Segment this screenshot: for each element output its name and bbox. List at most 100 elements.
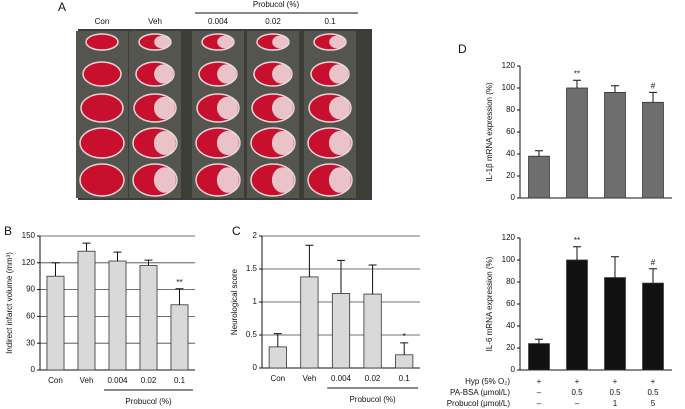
x-tick-label: Con bbox=[270, 374, 285, 383]
infarct bbox=[328, 96, 350, 120]
condition-cell: – bbox=[537, 399, 542, 408]
y-tick-label: 150 bbox=[22, 231, 36, 240]
infarct bbox=[153, 131, 176, 155]
annotation: ** bbox=[176, 278, 182, 287]
infarct bbox=[217, 35, 234, 49]
x-tick-label: 0.004 bbox=[107, 376, 128, 385]
y-tick-label: 0 bbox=[511, 365, 516, 374]
y-tick-label: 40 bbox=[506, 321, 515, 330]
y-tick-label: 120 bbox=[502, 233, 516, 242]
bar bbox=[363, 293, 382, 369]
condition-label: PA-BSA (μmol/L) bbox=[450, 388, 510, 397]
infarct bbox=[216, 167, 239, 193]
y-axis-label: Indirect infarct volume (mm³) bbox=[5, 252, 14, 354]
error-bar bbox=[535, 338, 543, 344]
y-axis-label: IL-1β mRNA expression (%) bbox=[485, 82, 494, 182]
annotation: ** bbox=[574, 236, 580, 245]
panel-label: D bbox=[458, 42, 467, 56]
error-bar bbox=[611, 85, 619, 93]
y-tick-label: 80 bbox=[506, 105, 515, 114]
error-bar bbox=[82, 242, 91, 252]
infarct bbox=[329, 64, 349, 84]
x-tick-label: 0.02 bbox=[141, 376, 157, 385]
infarct bbox=[217, 64, 237, 84]
condition-cell: 0.5 bbox=[571, 388, 583, 397]
y-tick-label: 20 bbox=[506, 171, 515, 180]
condition-cell: 1 bbox=[613, 399, 618, 408]
brain-slice bbox=[79, 163, 125, 197]
y-tick-label: 20 bbox=[506, 343, 515, 352]
annotation: # bbox=[651, 258, 656, 267]
infarct bbox=[271, 96, 293, 120]
group-name: 0.004 bbox=[208, 17, 229, 26]
error-bar bbox=[273, 333, 282, 347]
x-tick-label: Veh bbox=[303, 374, 317, 383]
infarct bbox=[328, 167, 351, 193]
y-tick-label: 60 bbox=[506, 127, 515, 136]
infarct bbox=[154, 35, 171, 49]
y-tick-label: 0 bbox=[253, 363, 258, 372]
infarct bbox=[272, 64, 292, 84]
error-bar bbox=[611, 256, 619, 278]
condition-cell: – bbox=[575, 399, 580, 408]
x-tick-label: Con bbox=[48, 376, 63, 385]
error-bar bbox=[305, 244, 314, 277]
condition-cell: + bbox=[613, 377, 618, 386]
infarct bbox=[271, 131, 294, 155]
y-tick-label: 100 bbox=[502, 83, 516, 92]
error-bar bbox=[175, 288, 184, 305]
error-bar bbox=[573, 246, 581, 260]
bar bbox=[46, 275, 65, 371]
infarct bbox=[272, 35, 289, 49]
bar bbox=[77, 250, 96, 371]
y-tick-label: 100 bbox=[502, 255, 516, 264]
condition-cell: 5 bbox=[651, 399, 656, 408]
infarct bbox=[153, 96, 175, 120]
annotation: * bbox=[403, 332, 406, 341]
x-tick-label: 0.02 bbox=[365, 374, 381, 383]
group-label: Probucol (%) bbox=[125, 397, 172, 406]
error-bar bbox=[649, 91, 657, 103]
y-tick-label: 90 bbox=[26, 285, 35, 294]
error-bar bbox=[649, 268, 657, 284]
bar bbox=[268, 346, 287, 369]
x-tick-label: 0.004 bbox=[331, 374, 352, 383]
infarct bbox=[216, 96, 238, 120]
group-label: Probucol (%) bbox=[253, 0, 300, 9]
bar bbox=[528, 343, 550, 371]
group-name: Veh bbox=[148, 17, 162, 26]
y-tick-label: 60 bbox=[26, 312, 35, 321]
error-bar bbox=[368, 264, 377, 295]
infarct bbox=[271, 167, 294, 193]
brain-slice bbox=[80, 93, 124, 123]
error-bar bbox=[400, 342, 409, 355]
error-bar bbox=[51, 262, 60, 277]
annotation: # bbox=[651, 82, 656, 91]
error-bar bbox=[144, 259, 153, 266]
condition-cell: 0.5 bbox=[647, 388, 659, 397]
bar bbox=[642, 282, 664, 371]
group-name: 0.02 bbox=[265, 17, 281, 26]
panel-label: A bbox=[58, 0, 66, 14]
x-tick-label: Veh bbox=[80, 376, 94, 385]
infarct bbox=[154, 64, 174, 84]
bar bbox=[395, 354, 414, 369]
infarct bbox=[329, 35, 346, 49]
error-bar bbox=[113, 251, 122, 262]
infarct bbox=[328, 131, 351, 155]
y-tick-label: 60 bbox=[506, 299, 515, 308]
bar bbox=[604, 92, 626, 199]
group-name: 0.1 bbox=[324, 17, 336, 26]
panel-label: B bbox=[4, 224, 12, 238]
bar bbox=[566, 87, 588, 199]
group-label: Probucol (%) bbox=[349, 395, 396, 404]
brain-slice bbox=[85, 33, 119, 51]
y-axis-label: IL-6 mRNA expression (%) bbox=[485, 256, 494, 351]
condition-cell: + bbox=[575, 377, 580, 386]
bar bbox=[139, 265, 158, 371]
bar bbox=[566, 259, 588, 371]
y-tick-label: 1 bbox=[253, 297, 258, 306]
brain-slice bbox=[82, 61, 122, 87]
infarct bbox=[216, 131, 239, 155]
